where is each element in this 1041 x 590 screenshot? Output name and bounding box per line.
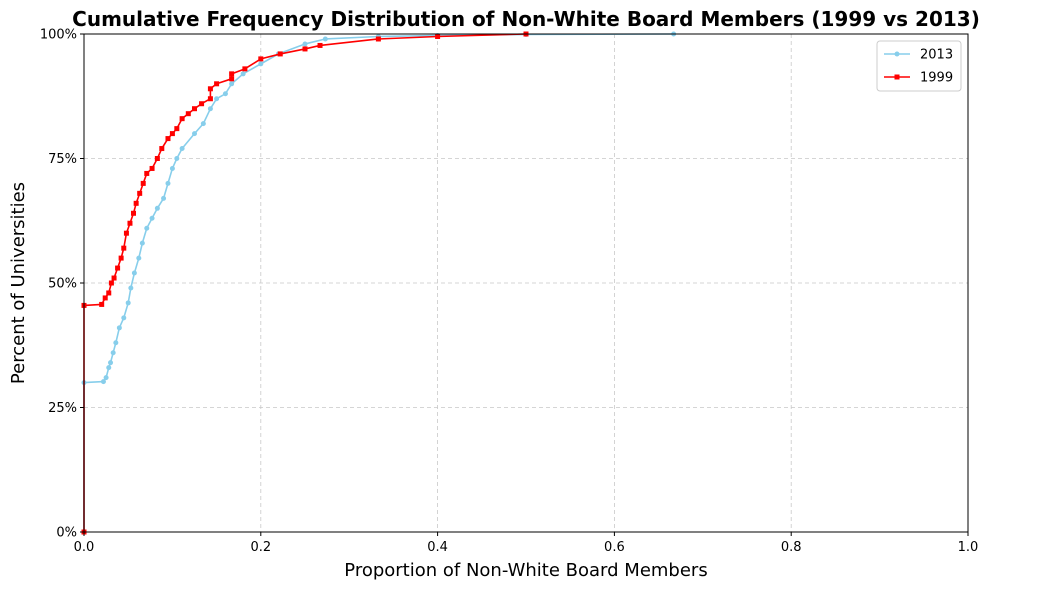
y-tick-label: 0%: [56, 526, 77, 541]
data-point: [277, 51, 283, 57]
data-point: [110, 350, 116, 356]
data-point: [127, 220, 133, 226]
data-point: [133, 200, 139, 206]
data-point: [108, 360, 114, 366]
data-point: [128, 285, 134, 291]
data-point: [154, 205, 160, 211]
data-point: [435, 33, 441, 39]
x-axis-label: Proportion of Non-White Board Members: [344, 560, 707, 581]
data-point: [154, 156, 160, 161]
data-point: [375, 36, 381, 42]
x-tick-label: 0.4: [427, 540, 448, 555]
legend-item-2013: 2013: [884, 48, 953, 63]
data-point: [169, 131, 175, 137]
chart-title: Cumulative Frequency Distribution of Non…: [72, 7, 980, 31]
data-point: [99, 301, 105, 307]
data-point: [258, 56, 264, 62]
data-point: [115, 265, 121, 271]
y-tick-label: 50%: [48, 277, 77, 292]
data-point: [149, 215, 155, 221]
data-point: [192, 106, 197, 112]
data-point: [106, 290, 112, 296]
data-point: [214, 96, 220, 102]
data-point: [108, 280, 114, 286]
data-point: [207, 86, 213, 92]
series-line-1999: [83, 33, 527, 532]
data-point: [121, 315, 127, 321]
data-point: [100, 379, 106, 385]
data-point: [302, 46, 308, 52]
x-tick-label: 0.8: [781, 540, 802, 555]
data-point: [144, 170, 150, 176]
data-point: [229, 71, 235, 77]
data-point: [242, 66, 248, 72]
data-point: [200, 121, 206, 127]
data-point: [214, 81, 220, 87]
data-point: [131, 270, 137, 276]
legend-swatch-marker: [894, 74, 900, 80]
data-point: [207, 96, 213, 102]
data-point: [161, 195, 167, 201]
data-point: [123, 230, 129, 236]
data-point: [121, 245, 127, 251]
data-point: [229, 76, 235, 82]
data-point: [140, 180, 146, 186]
data-point: [174, 126, 180, 132]
legend-swatch-marker: [894, 51, 900, 57]
grid-lines: [84, 34, 968, 532]
data-point: [207, 106, 213, 112]
data-point: [136, 255, 142, 261]
data-point: [169, 165, 175, 171]
data-point: [222, 91, 228, 97]
data-point: [113, 340, 119, 346]
data-point: [149, 165, 155, 171]
x-tick-label: 0.6: [604, 540, 625, 555]
x-tick-label: 0.2: [250, 540, 271, 555]
y-tick-label: 25%: [48, 401, 77, 416]
data-point: [174, 156, 180, 161]
data-point: [179, 116, 185, 122]
x-tick-label: 1.0: [958, 540, 979, 555]
legend-label: 1999: [920, 71, 953, 86]
y-tick-label: 100%: [40, 28, 77, 43]
data-point: [302, 41, 308, 47]
data-point: [317, 42, 323, 48]
data-point: [131, 210, 137, 216]
legend-item-1999: 1999: [884, 71, 953, 86]
data-point: [240, 71, 246, 77]
data-point: [111, 275, 117, 281]
data-point: [118, 255, 124, 261]
legend-label: 2013: [920, 48, 953, 63]
data-point: [179, 146, 185, 152]
data-point: [185, 111, 191, 117]
data-point: [165, 180, 171, 186]
data-point: [139, 240, 145, 246]
data-point: [144, 225, 150, 231]
data-point: [102, 295, 108, 301]
data-point: [322, 36, 328, 42]
data-point: [199, 101, 205, 107]
data-point: [125, 300, 131, 306]
legend: 2013 1999: [876, 40, 962, 92]
data-point: [159, 146, 165, 152]
data-point: [106, 365, 112, 371]
data-point: [137, 190, 143, 196]
axis-ticks: 0.0 0.2 0.4 0.6 0.8 1.0 0% 25% 50% 75% 100%: [40, 28, 979, 556]
data-point: [165, 136, 171, 142]
y-tick-label: 75%: [48, 152, 77, 167]
data-point: [229, 81, 235, 87]
data-point: [116, 325, 122, 331]
data-point: [103, 375, 109, 381]
x-tick-label: 0.0: [74, 540, 95, 555]
y-axis-label: Percent of Universities: [8, 182, 29, 384]
data-point: [258, 61, 264, 67]
data-point: [192, 131, 197, 137]
